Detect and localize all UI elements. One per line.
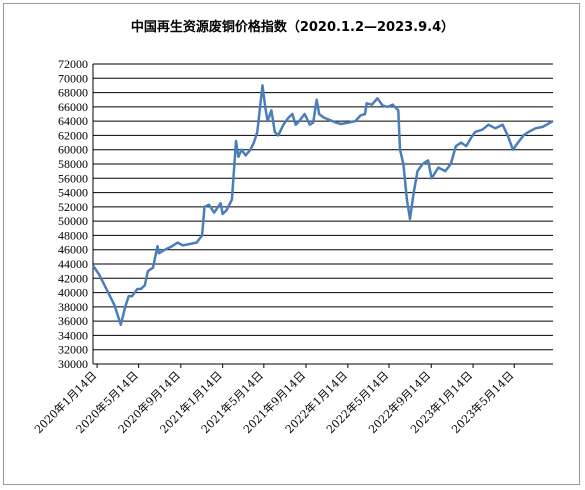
chart-title: 中国再生资源废铜价格指数（2020.1.2—2023.9.4） — [130, 20, 455, 35]
y-tick-label: 52000 — [58, 200, 88, 214]
y-tick-label: 72000 — [58, 57, 88, 71]
y-tick-label: 38000 — [58, 300, 88, 314]
y-tick-label: 42000 — [58, 271, 88, 285]
y-tick-label: 56000 — [58, 171, 88, 185]
grid-lines — [93, 63, 553, 365]
y-tick-label: 34000 — [58, 328, 88, 342]
y-axis-ticks: 3000032000340003600038000400004200044000… — [58, 57, 88, 371]
y-tick-label: 30000 — [58, 357, 88, 371]
series-line — [91, 84, 554, 326]
y-tick-label: 58000 — [58, 157, 88, 171]
y-tick-label: 66000 — [58, 100, 88, 114]
y-tick-label: 40000 — [58, 286, 88, 300]
series-line-group — [91, 84, 554, 326]
y-tick-label: 50000 — [58, 214, 88, 228]
y-tick-label: 48000 — [58, 228, 88, 242]
y-tick-label: 68000 — [58, 86, 88, 100]
y-tick-label: 54000 — [58, 186, 88, 200]
y-tick-label: 64000 — [58, 114, 88, 128]
y-tick-label: 36000 — [58, 314, 88, 328]
y-tick-label: 32000 — [58, 343, 88, 357]
x-axis-ticks: 2020年1月14日2020年5月14日2020年9月14日2021年1月14日… — [31, 364, 516, 436]
y-tick-label: 60000 — [58, 143, 88, 157]
y-tick-label: 70000 — [58, 71, 88, 85]
x-axis — [92, 64, 553, 365]
y-tick-label: 44000 — [58, 257, 88, 271]
y-tick-label: 46000 — [58, 243, 88, 257]
chart-frame — [3, 3, 580, 485]
y-tick-label: 62000 — [58, 128, 88, 142]
